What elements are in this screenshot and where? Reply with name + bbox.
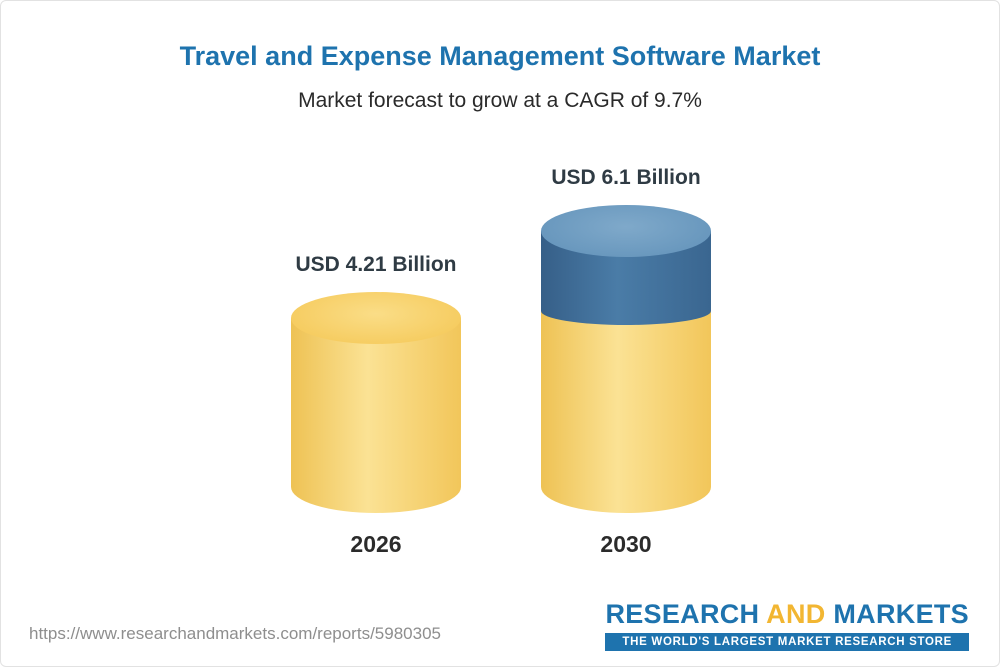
logo-word-markets: MARKETS (833, 599, 969, 629)
bar-2026-top-ellipse (291, 292, 461, 344)
bar-2026-body (291, 318, 461, 513)
research-and-markets-logo: RESEARCH AND MARKETS THE WORLD'S LARGEST… (605, 599, 969, 651)
logo-word-and: AND (766, 599, 826, 629)
bar-2030-cylinder (541, 205, 711, 513)
bar-2030-value-label: USD 6.1 Billion (551, 166, 701, 189)
report-url-link[interactable]: https://www.researchandmarkets.com/repor… (29, 624, 441, 643)
bar-2026-value-label: USD 4.21 Billion (295, 253, 457, 276)
x-axis-label-2030: 2030 (600, 531, 652, 557)
bar-2030-top-ellipse (541, 205, 711, 257)
logo-word-research: RESEARCH (605, 599, 760, 629)
logo-wordmark: RESEARCH AND MARKETS (605, 599, 969, 630)
bar-2030-base-segment (541, 311, 711, 513)
x-axis-label-2026: 2026 (350, 531, 402, 557)
logo-tagline: THE WORLD'S LARGEST MARKET RESEARCH STOR… (605, 632, 969, 651)
bar-2026-cylinder (291, 292, 461, 513)
page-subtitle: Market forecast to grow at a CAGR of 9.7… (298, 89, 702, 112)
page-title: Travel and Expense Management Software M… (179, 41, 821, 71)
